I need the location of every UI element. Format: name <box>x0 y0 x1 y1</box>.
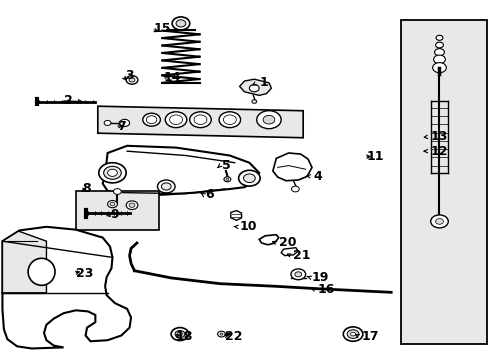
Circle shape <box>171 328 188 341</box>
Circle shape <box>110 202 115 206</box>
Text: 21: 21 <box>293 249 310 262</box>
Circle shape <box>129 203 135 207</box>
Circle shape <box>290 269 305 280</box>
Circle shape <box>224 177 230 182</box>
Text: 11: 11 <box>366 150 384 163</box>
Circle shape <box>113 189 121 194</box>
Polygon shape <box>2 227 131 348</box>
Circle shape <box>238 170 260 186</box>
Circle shape <box>435 42 443 48</box>
Circle shape <box>176 20 185 27</box>
Circle shape <box>432 63 446 73</box>
Circle shape <box>433 55 445 64</box>
Polygon shape <box>102 146 259 195</box>
Text: 22: 22 <box>224 330 242 343</box>
Circle shape <box>157 180 175 193</box>
Polygon shape <box>272 153 311 181</box>
Circle shape <box>194 115 206 124</box>
Circle shape <box>223 115 236 125</box>
Text: 17: 17 <box>361 330 379 343</box>
Circle shape <box>172 17 189 30</box>
Circle shape <box>142 113 160 126</box>
Ellipse shape <box>28 258 55 285</box>
Circle shape <box>161 183 171 190</box>
Text: 10: 10 <box>239 220 257 233</box>
Polygon shape <box>281 248 298 256</box>
Polygon shape <box>230 211 241 220</box>
Circle shape <box>120 120 129 126</box>
Circle shape <box>103 166 121 179</box>
Circle shape <box>251 100 256 103</box>
Circle shape <box>243 174 255 183</box>
Circle shape <box>220 333 223 335</box>
Bar <box>76 191 159 230</box>
Bar <box>400 20 486 344</box>
Circle shape <box>224 115 235 124</box>
Text: 7: 7 <box>117 120 126 132</box>
Text: 13: 13 <box>429 130 447 143</box>
Text: 23: 23 <box>76 267 93 280</box>
Circle shape <box>165 112 186 128</box>
Circle shape <box>256 111 281 129</box>
Text: 2: 2 <box>63 94 72 107</box>
Text: 19: 19 <box>311 271 329 284</box>
Circle shape <box>170 115 182 124</box>
Text: 16: 16 <box>317 283 335 296</box>
Circle shape <box>434 49 444 56</box>
Polygon shape <box>2 231 46 293</box>
Circle shape <box>346 330 358 338</box>
Circle shape <box>146 116 157 123</box>
Circle shape <box>263 115 274 124</box>
Text: 4: 4 <box>312 170 321 183</box>
Circle shape <box>435 35 442 40</box>
Text: 1: 1 <box>259 76 267 89</box>
Circle shape <box>294 272 301 277</box>
Circle shape <box>350 332 355 336</box>
Text: 14: 14 <box>163 71 181 84</box>
Circle shape <box>126 76 138 84</box>
Circle shape <box>129 78 135 82</box>
Circle shape <box>189 112 211 128</box>
Circle shape <box>107 169 117 176</box>
Circle shape <box>435 219 443 224</box>
Circle shape <box>225 178 228 180</box>
Circle shape <box>217 331 225 337</box>
Polygon shape <box>98 106 303 138</box>
Circle shape <box>146 116 156 123</box>
Circle shape <box>107 201 117 208</box>
Circle shape <box>291 186 299 192</box>
Polygon shape <box>259 235 278 245</box>
Circle shape <box>177 332 182 336</box>
Text: 18: 18 <box>176 330 193 343</box>
Text: 3: 3 <box>124 69 133 82</box>
Circle shape <box>249 85 259 92</box>
Circle shape <box>169 115 182 125</box>
Text: 20: 20 <box>278 237 296 249</box>
Text: 15: 15 <box>154 22 171 35</box>
Text: 9: 9 <box>110 208 119 221</box>
Circle shape <box>175 330 184 338</box>
Circle shape <box>104 120 111 126</box>
Circle shape <box>126 201 138 210</box>
Text: 12: 12 <box>429 145 447 158</box>
Circle shape <box>343 327 362 341</box>
Circle shape <box>194 115 206 125</box>
Circle shape <box>99 163 126 183</box>
Circle shape <box>430 215 447 228</box>
Text: 5: 5 <box>222 159 231 172</box>
Text: 6: 6 <box>205 188 214 201</box>
Polygon shape <box>239 79 271 95</box>
Circle shape <box>219 112 240 128</box>
Text: 8: 8 <box>82 183 91 195</box>
